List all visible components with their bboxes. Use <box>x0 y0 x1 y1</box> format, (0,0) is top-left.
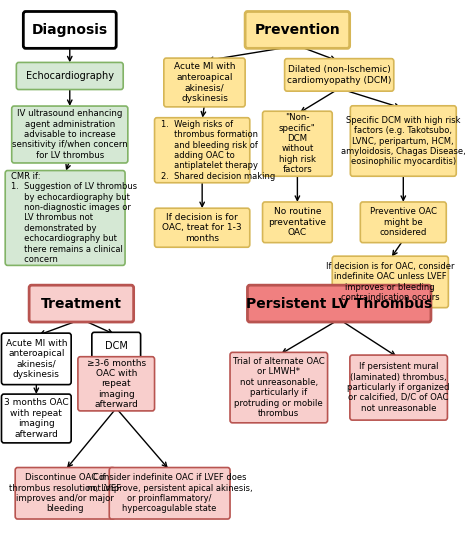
FancyBboxPatch shape <box>247 285 431 322</box>
Text: CMR if:
1.  Suggestion of LV thrombus
     by echocardiography but
     non-diag: CMR if: 1. Suggestion of LV thrombus by … <box>11 172 137 264</box>
Text: If persistent mural
(laminated) thrombus,
particularly if organized
or calcified: If persistent mural (laminated) thrombus… <box>347 362 450 413</box>
Text: Diagnosis: Diagnosis <box>32 23 108 37</box>
FancyBboxPatch shape <box>12 106 128 163</box>
FancyBboxPatch shape <box>263 111 332 176</box>
Text: If decision is for
OAC, treat for 1-3
months: If decision is for OAC, treat for 1-3 mo… <box>163 213 242 243</box>
Text: Consider indefinite OAC if LVEF does
not improve, persistent apical akinesis,
or: Consider indefinite OAC if LVEF does not… <box>87 473 253 513</box>
FancyBboxPatch shape <box>1 333 71 385</box>
Text: Trial of alternate OAC
or LMWH*
not unreasonable,
particularly if
protruding or : Trial of alternate OAC or LMWH* not unre… <box>233 357 325 418</box>
Text: ≥3-6 months
OAC with
repeat
imaging
afterward: ≥3-6 months OAC with repeat imaging afte… <box>87 358 146 409</box>
Text: Acute MI with
anteroapical
akinesis/
dyskinesis: Acute MI with anteroapical akinesis/ dys… <box>174 62 235 103</box>
Text: 1.  Weigh risks of
     thrombus formation
     and bleeding risk of
     adding: 1. Weigh risks of thrombus formation and… <box>161 120 275 181</box>
Text: Discontinue OAC if
thrombus resolution, LVEF
improves and/or major
bleeding: Discontinue OAC if thrombus resolution, … <box>9 473 121 513</box>
FancyBboxPatch shape <box>5 170 125 265</box>
FancyBboxPatch shape <box>92 332 141 359</box>
FancyBboxPatch shape <box>155 118 250 182</box>
FancyBboxPatch shape <box>1 394 71 443</box>
FancyBboxPatch shape <box>284 59 394 91</box>
FancyBboxPatch shape <box>230 352 328 423</box>
Text: Echocardiography: Echocardiography <box>26 71 114 81</box>
Text: No routine
preventative
OAC: No routine preventative OAC <box>268 207 327 237</box>
Text: Dilated (non-Ischemic)
cardiomyopathy (DCM): Dilated (non-Ischemic) cardiomyopathy (D… <box>287 65 392 85</box>
FancyBboxPatch shape <box>350 355 447 420</box>
Text: "Non-
specific"
DCM
without
high risk
factors: "Non- specific" DCM without high risk fa… <box>279 113 316 174</box>
Text: Specific DCM with high risk
factors (e.g. Takotsubo,
LVNC, peripartum, HCM,
amyl: Specific DCM with high risk factors (e.g… <box>341 116 465 166</box>
Text: DCM: DCM <box>105 341 128 351</box>
Text: Prevention: Prevention <box>255 23 340 37</box>
FancyBboxPatch shape <box>350 106 456 176</box>
FancyBboxPatch shape <box>29 285 134 322</box>
FancyBboxPatch shape <box>360 202 446 243</box>
FancyBboxPatch shape <box>78 357 155 411</box>
FancyBboxPatch shape <box>164 58 245 107</box>
FancyBboxPatch shape <box>332 256 448 307</box>
FancyBboxPatch shape <box>155 208 250 247</box>
FancyBboxPatch shape <box>263 202 332 243</box>
FancyBboxPatch shape <box>23 12 116 48</box>
Text: IV ultrasound enhancing
agent administration
advisable to increase
sensitivity i: IV ultrasound enhancing agent administra… <box>12 109 128 160</box>
Text: If decision is for OAC, consider
indefinite OAC unless LVEF
improves or bleeding: If decision is for OAC, consider indefin… <box>326 262 455 302</box>
Text: Preventive OAC
might be
considered: Preventive OAC might be considered <box>370 207 437 237</box>
Text: Treatment: Treatment <box>41 296 122 311</box>
FancyBboxPatch shape <box>17 62 123 90</box>
FancyBboxPatch shape <box>15 467 115 519</box>
FancyBboxPatch shape <box>109 467 230 519</box>
Text: 3 months OAC
with repeat
imaging
afterward: 3 months OAC with repeat imaging afterwa… <box>4 398 69 439</box>
Text: Acute MI with
anteroapical
akinesis/
dyskinesis: Acute MI with anteroapical akinesis/ dys… <box>6 339 67 379</box>
FancyBboxPatch shape <box>245 12 350 48</box>
Text: Persistent LV Thrombus: Persistent LV Thrombus <box>246 296 432 311</box>
